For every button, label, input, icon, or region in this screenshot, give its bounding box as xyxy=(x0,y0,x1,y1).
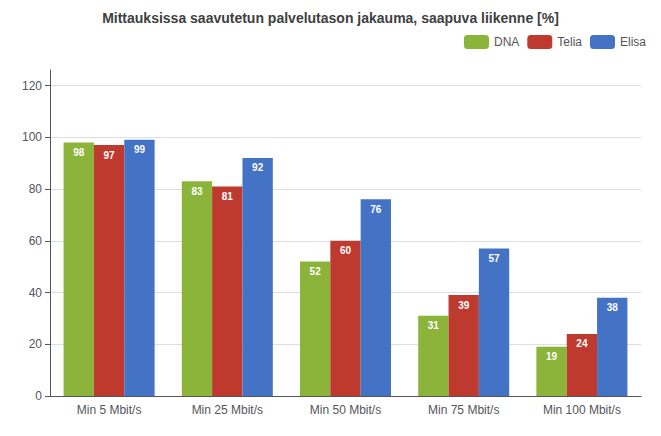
svg-text:81: 81 xyxy=(222,191,234,202)
svg-text:Min 50 Mbit/s: Min 50 Mbit/s xyxy=(310,403,381,417)
svg-text:Min 75 Mbit/s: Min 75 Mbit/s xyxy=(428,403,499,417)
svg-text:31: 31 xyxy=(428,320,440,331)
svg-text:DNA: DNA xyxy=(494,35,519,49)
svg-text:80: 80 xyxy=(29,182,43,196)
svg-text:Min 5 Mbit/s: Min 5 Mbit/s xyxy=(77,403,142,417)
svg-text:19: 19 xyxy=(546,351,558,362)
svg-text:39: 39 xyxy=(458,300,470,311)
svg-text:40: 40 xyxy=(29,286,43,300)
svg-text:60: 60 xyxy=(29,234,43,248)
svg-text:20: 20 xyxy=(29,337,43,351)
svg-text:Elisa: Elisa xyxy=(620,35,646,49)
svg-text:Mittauksissa saavutetun palvel: Mittauksissa saavutetun palvelutason jak… xyxy=(102,10,559,26)
svg-text:98: 98 xyxy=(73,147,85,158)
svg-text:83: 83 xyxy=(191,186,203,197)
svg-text:92: 92 xyxy=(252,162,264,173)
svg-text:60: 60 xyxy=(340,245,352,256)
svg-text:Telia: Telia xyxy=(557,35,582,49)
svg-text:52: 52 xyxy=(310,266,322,277)
svg-text:100: 100 xyxy=(22,130,42,144)
svg-text:Min 25 Mbit/s: Min 25 Mbit/s xyxy=(192,403,263,417)
svg-text:38: 38 xyxy=(607,302,619,313)
svg-text:57: 57 xyxy=(488,253,500,264)
svg-text:Min 100 Mbit/s: Min 100 Mbit/s xyxy=(543,403,621,417)
svg-text:97: 97 xyxy=(104,150,116,161)
svg-text:24: 24 xyxy=(576,338,588,349)
svg-text:120: 120 xyxy=(22,79,42,93)
svg-text:0: 0 xyxy=(35,389,42,403)
svg-text:99: 99 xyxy=(134,144,146,155)
svg-text:76: 76 xyxy=(370,204,382,215)
